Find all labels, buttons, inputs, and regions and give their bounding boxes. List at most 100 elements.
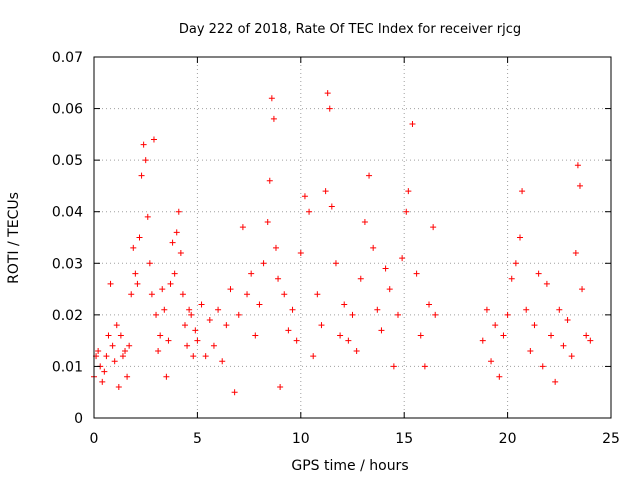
data-point bbox=[564, 317, 571, 324]
data-point bbox=[270, 115, 277, 122]
data-point bbox=[324, 90, 331, 97]
data-point bbox=[488, 358, 495, 365]
data-point bbox=[539, 363, 546, 370]
data-point bbox=[426, 301, 433, 308]
data-point bbox=[432, 311, 439, 318]
chart-title: Day 222 of 2018, Rate Of TEC Index for r… bbox=[179, 22, 521, 37]
data-point bbox=[113, 322, 120, 329]
data-point bbox=[523, 306, 530, 313]
data-point bbox=[548, 332, 555, 339]
x-axis: 0 5 10 15 20 25 bbox=[90, 57, 620, 447]
data-point bbox=[115, 384, 122, 391]
data-point bbox=[252, 332, 259, 339]
data-point bbox=[386, 286, 393, 293]
data-point bbox=[231, 389, 238, 396]
data-point bbox=[289, 306, 296, 313]
data-point bbox=[361, 219, 368, 226]
data-point bbox=[576, 182, 583, 189]
data-point bbox=[306, 208, 313, 215]
data-point bbox=[124, 373, 131, 380]
data-point bbox=[167, 280, 174, 287]
data-point bbox=[318, 322, 325, 329]
data-point bbox=[142, 157, 149, 164]
data-point bbox=[111, 358, 118, 365]
y-axis: 0 0.01 0.02 0.03 0.04 0.05 0.06 0.07 bbox=[52, 50, 611, 427]
data-point bbox=[430, 224, 437, 231]
y-tick-label: 0.01 bbox=[52, 359, 83, 375]
data-point bbox=[150, 136, 157, 143]
data-point bbox=[587, 337, 594, 344]
data-point bbox=[293, 337, 300, 344]
data-point bbox=[157, 332, 164, 339]
data-point bbox=[148, 291, 155, 298]
data-point bbox=[568, 353, 575, 360]
data-point bbox=[173, 229, 180, 236]
data-point bbox=[322, 188, 329, 195]
data-point bbox=[177, 249, 184, 256]
plot-frame bbox=[93, 56, 612, 419]
data-point bbox=[531, 322, 538, 329]
y-tick-label: 0.04 bbox=[52, 205, 83, 221]
y-tick-label: 0.06 bbox=[52, 102, 83, 118]
data-point bbox=[326, 105, 333, 112]
data-point bbox=[281, 291, 288, 298]
data-point bbox=[374, 306, 381, 313]
data-point bbox=[179, 291, 186, 298]
data-point bbox=[192, 327, 199, 334]
data-point bbox=[390, 363, 397, 370]
data-point bbox=[268, 95, 275, 102]
data-point bbox=[194, 337, 201, 344]
data-point bbox=[210, 342, 217, 349]
data-point bbox=[527, 347, 534, 354]
data-point bbox=[382, 265, 389, 272]
data-point bbox=[103, 353, 110, 360]
data-points bbox=[91, 90, 594, 396]
data-point bbox=[181, 322, 188, 329]
data-point bbox=[353, 347, 360, 354]
x-axis-label: GPS time / hours bbox=[291, 458, 408, 474]
data-point bbox=[572, 249, 579, 256]
data-point bbox=[219, 358, 226, 365]
data-point bbox=[99, 378, 106, 385]
y-axis-label: ROTI / TECUs bbox=[6, 192, 22, 284]
data-point bbox=[512, 260, 519, 267]
data-point bbox=[126, 342, 133, 349]
data-point bbox=[496, 373, 503, 380]
data-point bbox=[479, 337, 486, 344]
data-point bbox=[198, 301, 205, 308]
data-point bbox=[345, 337, 352, 344]
data-point bbox=[159, 286, 166, 293]
x-tick-label: 15 bbox=[395, 431, 413, 447]
data-point bbox=[417, 332, 424, 339]
data-point bbox=[297, 249, 304, 256]
data-point bbox=[244, 291, 251, 298]
data-point bbox=[239, 224, 246, 231]
data-point bbox=[134, 280, 141, 287]
data-point bbox=[105, 332, 112, 339]
data-point bbox=[405, 188, 412, 195]
data-point bbox=[310, 353, 317, 360]
data-point bbox=[163, 373, 170, 380]
data-point bbox=[370, 244, 377, 251]
data-point bbox=[130, 244, 137, 251]
data-point bbox=[117, 332, 124, 339]
x-tick-label: 0 bbox=[90, 431, 99, 447]
data-point bbox=[109, 342, 116, 349]
data-point bbox=[227, 286, 234, 293]
data-point bbox=[349, 311, 356, 318]
data-point bbox=[175, 208, 182, 215]
data-point bbox=[574, 162, 581, 169]
data-point bbox=[122, 347, 129, 354]
data-point bbox=[184, 342, 191, 349]
data-point bbox=[413, 270, 420, 277]
data-point bbox=[272, 244, 279, 251]
data-point bbox=[275, 275, 282, 282]
y-tick-label: 0.07 bbox=[52, 50, 83, 66]
x-tick-label: 25 bbox=[602, 431, 620, 447]
data-point bbox=[140, 141, 147, 148]
data-point bbox=[328, 203, 335, 210]
data-point bbox=[266, 177, 273, 184]
data-point bbox=[169, 239, 176, 246]
data-point bbox=[277, 384, 284, 391]
data-point bbox=[357, 275, 364, 282]
